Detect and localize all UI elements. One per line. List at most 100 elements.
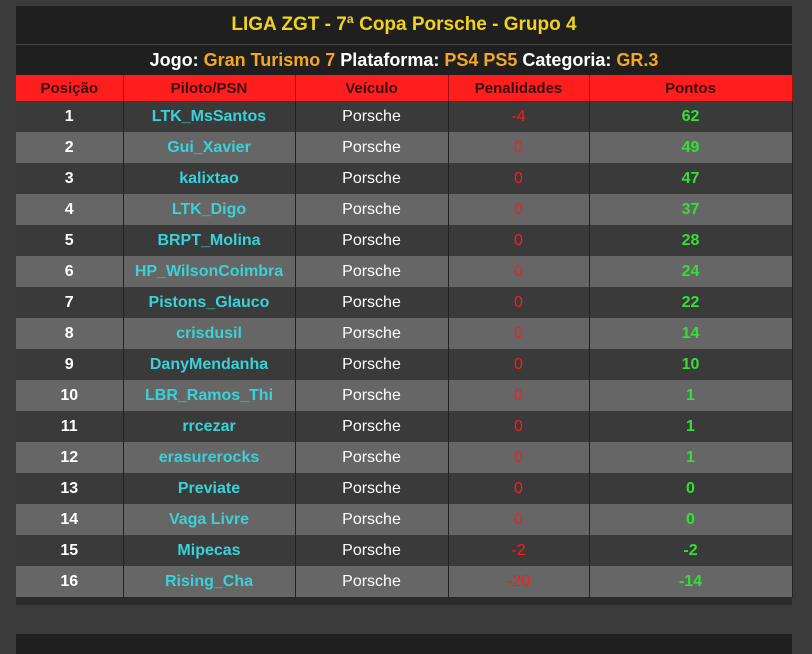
penalty-cell: 0 [448, 504, 590, 535]
plataforma-label: Plataforma: [340, 49, 440, 70]
table-row: 6 HP_WilsonCoimbra Porsche 0 24 [16, 256, 793, 287]
pilot-cell: LBR_Ramos_Thi [123, 380, 296, 411]
penalty-cell: 0 [448, 194, 590, 225]
points-cell: 0 [589, 473, 793, 504]
vehicle-cell: Porsche [295, 504, 449, 535]
vehicle-cell: Porsche [295, 318, 449, 349]
penalty-cell: -2 [448, 535, 590, 566]
table-row: 2 Gui_Xavier Porsche 0 49 [16, 132, 793, 163]
table-row: 14 Vaga Livre Porsche 0 0 [16, 504, 793, 535]
points-cell: 47 [589, 163, 793, 194]
table-row: 11 rrcezar Porsche 0 1 [16, 411, 793, 442]
position-cell: 9 [16, 349, 124, 380]
col-header-veiculo: Veículo [295, 75, 449, 101]
penalty-cell: 0 [448, 473, 590, 504]
points-cell: 14 [589, 318, 793, 349]
header-row: Posição Piloto/PSN Veículo Penalidades P… [16, 75, 793, 101]
categoria-label: Categoria: [522, 49, 612, 70]
pilot-cell: Previate [123, 473, 296, 504]
table-row: 16 Rising_Cha Porsche -20 -14 [16, 566, 793, 597]
table-row: 4 LTK_Digo Porsche 0 37 [16, 194, 793, 225]
points-cell: 49 [589, 132, 793, 163]
vehicle-cell: Porsche [295, 411, 449, 442]
points-cell: 24 [589, 256, 793, 287]
points-cell: -2 [589, 535, 793, 566]
vehicle-cell: Porsche [295, 566, 449, 597]
categoria-value: GR.3 [616, 49, 659, 70]
position-cell: 13 [16, 473, 124, 504]
standings-table: Posição Piloto/PSN Veículo Penalidades P… [16, 75, 793, 597]
table-row: 3 kalixtao Porsche 0 47 [16, 163, 793, 194]
points-cell: 28 [589, 225, 793, 256]
pilot-cell: DanyMendanha [123, 349, 296, 380]
table-row: 5 BRPT_Molina Porsche 0 28 [16, 225, 793, 256]
table-title: LIGA ZGT - 7ª Copa Porsche - Grupo 4 [16, 6, 792, 45]
position-cell: 1 [16, 101, 124, 132]
plataforma-value: PS4 PS5 [444, 49, 518, 70]
penalty-cell: 0 [448, 442, 590, 473]
standings-panel: LIGA ZGT - 7ª Copa Porsche - Grupo 4 Jog… [16, 6, 793, 605]
penalty-cell: 0 [448, 380, 590, 411]
position-cell: 12 [16, 442, 124, 473]
vehicle-cell: Porsche [295, 163, 449, 194]
points-cell: 1 [589, 442, 793, 473]
pilot-cell: erasurerocks [123, 442, 296, 473]
points-cell: 37 [589, 194, 793, 225]
vehicle-cell: Porsche [295, 287, 449, 318]
position-cell: 7 [16, 287, 124, 318]
pilot-cell: Gui_Xavier [123, 132, 296, 163]
col-header-piloto: Piloto/PSN [123, 75, 296, 101]
points-cell: 62 [589, 101, 793, 132]
vehicle-cell: Porsche [295, 225, 449, 256]
vehicle-cell: Porsche [295, 473, 449, 504]
pilot-cell: rrcezar [123, 411, 296, 442]
points-cell: 0 [589, 504, 793, 535]
penalty-cell: 0 [448, 287, 590, 318]
jogo-value: Gran Turismo 7 [203, 49, 336, 70]
position-cell: 3 [16, 163, 124, 194]
penalty-cell: 0 [448, 411, 590, 442]
vehicle-cell: Porsche [295, 535, 449, 566]
position-cell: 6 [16, 256, 124, 287]
vehicle-cell: Porsche [295, 132, 449, 163]
table-row: 1 LTK_MsSantos Porsche -4 62 [16, 101, 793, 132]
table-footer [16, 597, 792, 605]
pilot-cell: BRPT_Molina [123, 225, 296, 256]
pilot-cell: HP_WilsonCoimbra [123, 256, 296, 287]
pilot-cell: LTK_Digo [123, 194, 296, 225]
vehicle-cell: Porsche [295, 442, 449, 473]
table-row: 12 erasurerocks Porsche 0 1 [16, 442, 793, 473]
penalty-cell: 0 [448, 163, 590, 194]
points-cell: -14 [589, 566, 793, 597]
col-header-penalidades: Penalidades [448, 75, 590, 101]
table-row: 13 Previate Porsche 0 0 [16, 473, 793, 504]
pilot-cell: Rising_Cha [123, 566, 296, 597]
table-row: 10 LBR_Ramos_Thi Porsche 0 1 [16, 380, 793, 411]
position-cell: 5 [16, 225, 124, 256]
position-cell: 16 [16, 566, 124, 597]
points-cell: 1 [589, 380, 793, 411]
penalty-cell: -4 [448, 101, 590, 132]
pilot-cell: Pistons_Glauco [123, 287, 296, 318]
pilot-cell: Vaga Livre [123, 504, 296, 535]
col-header-posicao: Posição [16, 75, 124, 101]
vehicle-cell: Porsche [295, 101, 449, 132]
table-row: 8 crisdusil Porsche 0 14 [16, 318, 793, 349]
pilot-cell: LTK_MsSantos [123, 101, 296, 132]
penalty-cell: -20 [448, 566, 590, 597]
points-cell: 1 [589, 411, 793, 442]
position-cell: 2 [16, 132, 124, 163]
penalty-cell: 0 [448, 225, 590, 256]
penalty-cell: 0 [448, 349, 590, 380]
vehicle-cell: Porsche [295, 256, 449, 287]
table-body: 1 LTK_MsSantos Porsche -4 62 2 Gui_Xavier Porsc… [16, 101, 793, 597]
penalty-cell: 0 [448, 132, 590, 163]
position-cell: 4 [16, 194, 124, 225]
table-row: 9 DanyMendanha Porsche 0 10 [16, 349, 793, 380]
penalty-cell: 0 [448, 256, 590, 287]
position-cell: 10 [16, 380, 124, 411]
pilot-cell: Mipecas [123, 535, 296, 566]
next-table-header [16, 634, 792, 654]
position-cell: 8 [16, 318, 124, 349]
pilot-cell: crisdusil [123, 318, 296, 349]
